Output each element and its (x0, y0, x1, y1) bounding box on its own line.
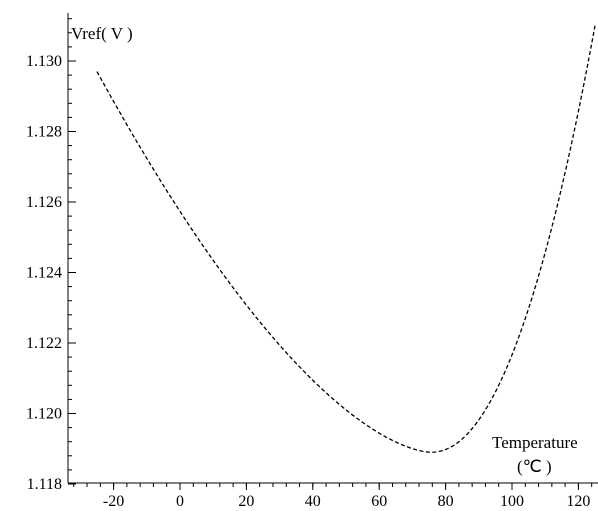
x-tick-label: 20 (238, 493, 254, 510)
y-axis-title: Vref( V ) (71, 24, 133, 43)
x-axis-title: Temperature (492, 433, 578, 452)
y-tick-label: 1.128 (26, 124, 62, 141)
x-tick-label: 0 (176, 493, 184, 510)
x-tick-label: 60 (371, 493, 387, 510)
y-tick-label: 1.130 (26, 53, 62, 70)
x-tick-label: -20 (103, 493, 124, 510)
y-tick-label: 1.124 (26, 265, 62, 282)
y-tick-label: 1.120 (26, 406, 62, 423)
x-tick-label: 100 (500, 493, 524, 510)
x-tick-label: 40 (305, 493, 321, 510)
y-tick-label: 1.126 (26, 194, 62, 211)
x-tick-label: 120 (566, 493, 590, 510)
y-axis-ticks: 1.118 1.120 1.122 1.124 1.126 1.128 1.130 (26, 18, 76, 493)
x-tick-label: 80 (438, 493, 454, 510)
y-tick-label: 1.118 (27, 476, 62, 493)
data-line (96, 25, 596, 453)
y-tick-label: 1.122 (26, 335, 62, 352)
x-axis-unit: (℃ ) (517, 457, 552, 476)
x-axis-ticks: -20 0 20 40 60 80 100 120 (73, 483, 593, 510)
